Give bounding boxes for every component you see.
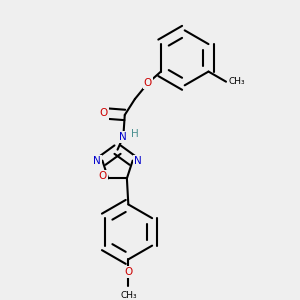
Text: CH₃: CH₃: [120, 292, 136, 300]
Text: O: O: [124, 267, 133, 278]
Text: O: O: [144, 78, 152, 88]
Text: N: N: [93, 156, 101, 166]
Text: O: O: [100, 109, 108, 118]
Text: O: O: [99, 171, 107, 181]
Text: CH₃: CH₃: [229, 77, 245, 86]
Text: N: N: [134, 156, 142, 166]
Text: N: N: [119, 132, 127, 142]
Text: H: H: [131, 129, 139, 139]
